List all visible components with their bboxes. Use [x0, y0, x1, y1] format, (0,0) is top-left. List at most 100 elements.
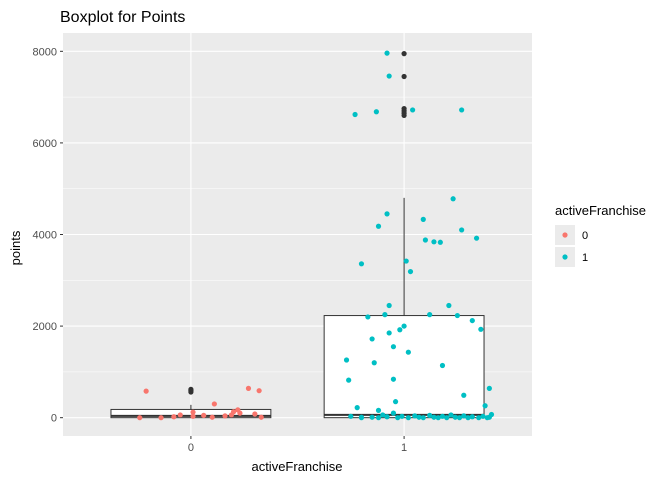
- data-point: [380, 412, 386, 418]
- x-tick-label: 1: [401, 442, 407, 454]
- data-point: [256, 388, 262, 394]
- data-point: [375, 223, 382, 229]
- legend-title: activeFranchise: [555, 203, 646, 218]
- data-point: [384, 414, 390, 420]
- data-point: [373, 109, 379, 115]
- data-point: [190, 413, 196, 419]
- data-point: [358, 261, 365, 267]
- box-iqr: [323, 315, 485, 419]
- data-point: [403, 258, 409, 264]
- legend-key-point: [562, 254, 568, 260]
- x-tick-label: 0: [188, 442, 194, 454]
- outlier-point: [401, 73, 407, 80]
- data-point: [258, 414, 264, 420]
- chart-title: Boxplot for Points: [60, 9, 185, 26]
- data-point: [469, 317, 475, 324]
- data-point: [177, 412, 183, 418]
- data-point: [407, 268, 414, 275]
- data-point: [454, 312, 460, 319]
- data-point: [482, 403, 488, 409]
- data-point: [237, 410, 243, 416]
- data-point: [369, 336, 375, 342]
- y-tick-label: 4000: [33, 230, 57, 242]
- data-point: [420, 216, 426, 222]
- data-point: [446, 302, 452, 309]
- data-point: [437, 239, 443, 245]
- data-point: [431, 239, 437, 245]
- data-point: [158, 415, 164, 421]
- y-axis: 0 2000 4000 6000 8000: [33, 46, 63, 425]
- data-point: [469, 414, 475, 420]
- data-point: [401, 323, 407, 329]
- data-point: [209, 414, 215, 420]
- data-point: [386, 302, 392, 309]
- legend-label: 1: [582, 252, 588, 264]
- data-point: [384, 211, 390, 217]
- data-point: [405, 349, 411, 355]
- y-tick-label: 6000: [33, 138, 57, 150]
- data-point: [384, 50, 390, 56]
- data-point: [435, 415, 441, 421]
- data-point: [456, 415, 463, 421]
- data-point: [465, 415, 471, 421]
- data-point: [427, 312, 433, 318]
- data-point: [369, 414, 375, 420]
- data-point: [371, 360, 377, 366]
- data-point: [390, 344, 397, 350]
- data-point: [410, 107, 416, 113]
- outlier-point: [401, 51, 407, 57]
- data-point: [386, 330, 392, 336]
- data-point: [230, 409, 237, 415]
- x-axis-title: activeFranchise: [251, 459, 342, 474]
- y-tick-label: 8000: [33, 46, 57, 58]
- data-point: [390, 410, 397, 416]
- data-point: [420, 415, 426, 421]
- data-point: [473, 235, 480, 241]
- data-point: [431, 414, 437, 420]
- outlier-point: [401, 105, 407, 112]
- data-point: [143, 388, 149, 394]
- data-point: [252, 411, 258, 417]
- series-0: [137, 385, 264, 421]
- data-point: [211, 401, 217, 407]
- y-axis-title: points: [8, 230, 23, 265]
- data-point: [375, 415, 382, 421]
- data-point: [476, 415, 482, 421]
- data-point: [386, 73, 392, 79]
- data-point: [354, 405, 360, 411]
- data-point: [486, 414, 492, 420]
- data-point: [358, 415, 365, 421]
- data-point: [352, 111, 358, 118]
- data-point: [478, 326, 484, 332]
- data-point: [444, 415, 450, 421]
- data-point: [448, 412, 454, 418]
- data-point: [452, 414, 458, 420]
- data-point: [450, 196, 456, 202]
- data-point: [190, 409, 196, 415]
- data-point: [439, 413, 446, 419]
- data-point: [397, 327, 403, 333]
- data-point: [412, 413, 418, 419]
- data-point: [461, 413, 467, 419]
- data-point: [375, 407, 382, 413]
- data-point: [459, 107, 465, 113]
- data-point: [461, 392, 467, 398]
- data-point: [343, 357, 350, 363]
- data-point: [392, 399, 399, 405]
- data-point: [439, 362, 446, 369]
- data-point: [346, 377, 352, 383]
- legend: activeFranchise 0 1: [555, 203, 646, 267]
- data-point: [201, 412, 207, 418]
- series-1: [343, 50, 495, 421]
- outlier-point: [188, 386, 194, 392]
- box-1: [323, 51, 485, 419]
- data-point: [399, 413, 405, 419]
- data-point: [222, 413, 228, 419]
- y-tick-label: 0: [51, 413, 57, 425]
- data-point: [382, 312, 388, 318]
- data-point: [365, 314, 371, 320]
- data-point: [245, 385, 252, 391]
- plot-panel: [63, 33, 532, 436]
